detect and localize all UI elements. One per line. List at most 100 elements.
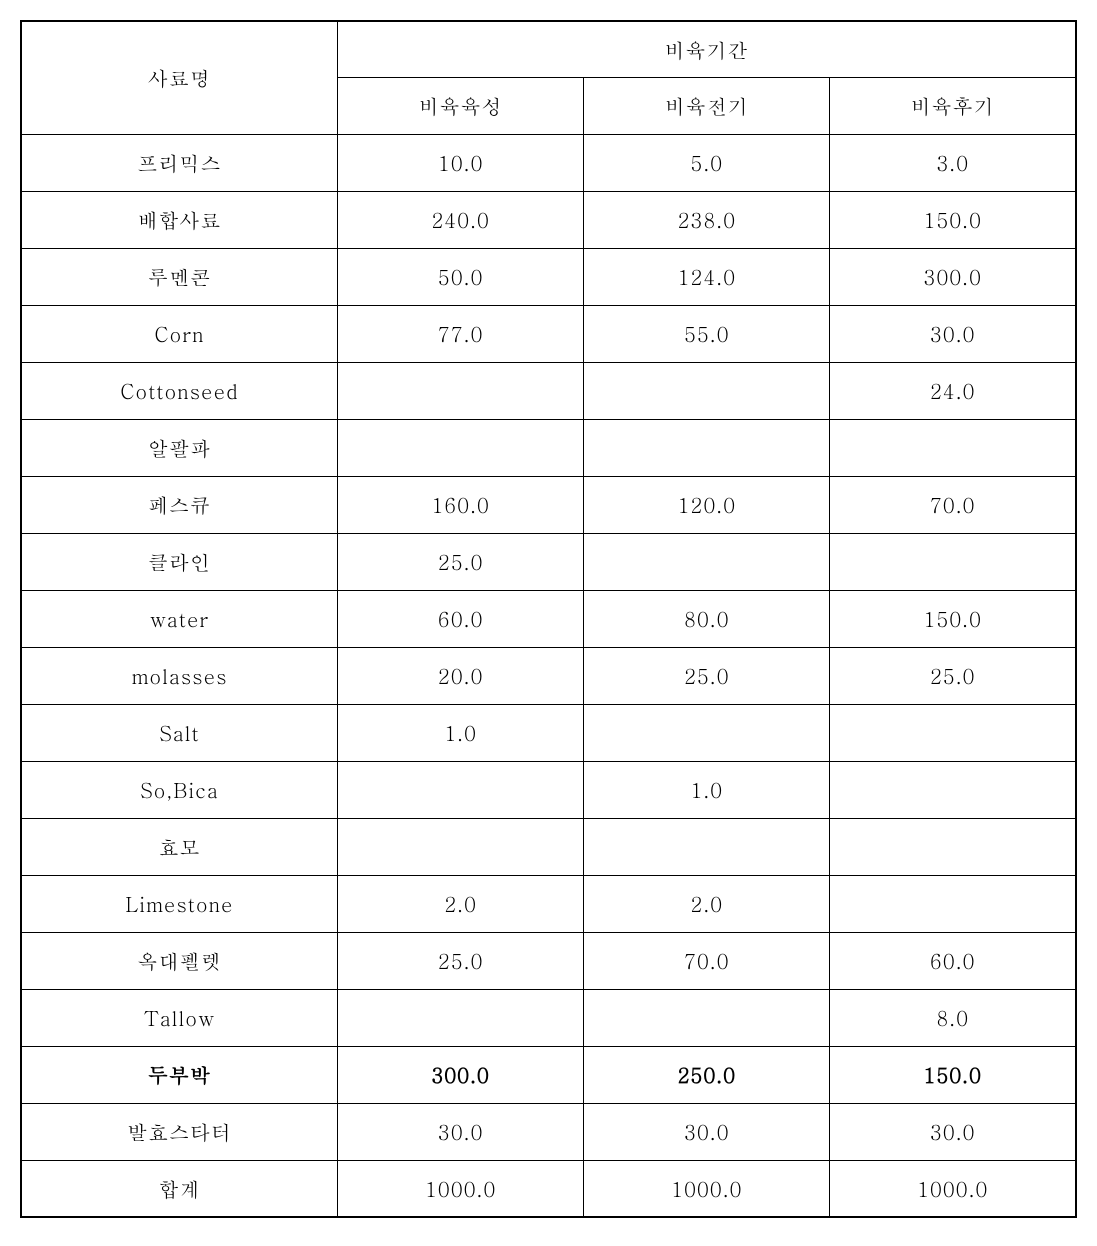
- row-value-cell: 25.0: [830, 647, 1076, 704]
- header-name-column: 사료명: [21, 21, 338, 134]
- row-value-cell: [830, 704, 1076, 761]
- table-row: 효모: [21, 818, 1076, 875]
- row-name-cell: 페스큐: [21, 476, 338, 533]
- header-period-col-0: 비육육성: [338, 77, 584, 134]
- row-name-cell: 알팔파: [21, 419, 338, 476]
- row-name-cell: 루멘콘: [21, 248, 338, 305]
- row-value-cell: 1000.0: [830, 1160, 1076, 1217]
- row-value-cell: 55.0: [584, 305, 830, 362]
- row-value-cell: 10.0: [338, 134, 584, 191]
- row-name-cell: 옥대펠렛: [21, 932, 338, 989]
- row-value-cell: 240.0: [338, 191, 584, 248]
- row-value-cell: 30.0: [830, 1103, 1076, 1160]
- row-value-cell: [830, 419, 1076, 476]
- table-row: molasses20.025.025.0: [21, 647, 1076, 704]
- table-body: 프리믹스10.05.03.0배합사료240.0238.0150.0루멘콘50.0…: [21, 134, 1076, 1217]
- row-value-cell: [830, 761, 1076, 818]
- row-value-cell: 20.0: [338, 647, 584, 704]
- table-row: 발효스타터30.030.030.0: [21, 1103, 1076, 1160]
- row-name-cell: 프리믹스: [21, 134, 338, 191]
- row-value-cell: 2.0: [338, 875, 584, 932]
- table-row: 루멘콘50.0124.0300.0: [21, 248, 1076, 305]
- header-period-col-1: 비육전기: [584, 77, 830, 134]
- row-name-cell: 발효스타터: [21, 1103, 338, 1160]
- row-value-cell: 77.0: [338, 305, 584, 362]
- header-row-1: 사료명 비육기간: [21, 21, 1076, 77]
- row-value-cell: 70.0: [584, 932, 830, 989]
- row-value-cell: 150.0: [830, 191, 1076, 248]
- row-value-cell: 2.0: [584, 875, 830, 932]
- row-value-cell: [584, 989, 830, 1046]
- row-value-cell: [584, 704, 830, 761]
- row-value-cell: 300.0: [338, 1046, 584, 1103]
- row-value-cell: [338, 761, 584, 818]
- row-value-cell: 25.0: [584, 647, 830, 704]
- row-name-cell: 두부박: [21, 1046, 338, 1103]
- feed-composition-table: 사료명 비육기간 비육육성 비육전기 비육후기 프리믹스10.05.03.0배합…: [20, 20, 1077, 1218]
- row-name-cell: Limestone: [21, 875, 338, 932]
- row-value-cell: [830, 533, 1076, 590]
- table-row: 알팔파: [21, 419, 1076, 476]
- row-value-cell: [584, 818, 830, 875]
- row-value-cell: 160.0: [338, 476, 584, 533]
- table-row: Cottonseed 24.0: [21, 362, 1076, 419]
- row-value-cell: [584, 419, 830, 476]
- row-name-cell: 효모: [21, 818, 338, 875]
- row-value-cell: 30.0: [338, 1103, 584, 1160]
- row-value-cell: 24.0: [830, 362, 1076, 419]
- row-value-cell: 1000.0: [584, 1160, 830, 1217]
- row-value-cell: [830, 875, 1076, 932]
- row-value-cell: 1000.0: [338, 1160, 584, 1217]
- feed-table-container: 사료명 비육기간 비육육성 비육전기 비육후기 프리믹스10.05.03.0배합…: [20, 20, 1077, 1218]
- table-header: 사료명 비육기간 비육육성 비육전기 비육후기: [21, 21, 1076, 134]
- row-value-cell: 60.0: [338, 590, 584, 647]
- row-value-cell: 5.0: [584, 134, 830, 191]
- row-name-cell: 배합사료: [21, 191, 338, 248]
- row-value-cell: 30.0: [584, 1103, 830, 1160]
- row-name-cell: Corn: [21, 305, 338, 362]
- table-row: 프리믹스10.05.03.0: [21, 134, 1076, 191]
- row-value-cell: 300.0: [830, 248, 1076, 305]
- table-row: Salt1.0: [21, 704, 1076, 761]
- row-name-cell: Salt: [21, 704, 338, 761]
- row-name-cell: Tallow: [21, 989, 338, 1046]
- row-value-cell: 150.0: [830, 1046, 1076, 1103]
- row-value-cell: 120.0: [584, 476, 830, 533]
- row-value-cell: [338, 989, 584, 1046]
- table-row: Tallow 8.0: [21, 989, 1076, 1046]
- row-value-cell: 238.0: [584, 191, 830, 248]
- header-period-group: 비육기간: [338, 21, 1076, 77]
- row-value-cell: 8.0: [830, 989, 1076, 1046]
- row-value-cell: 60.0: [830, 932, 1076, 989]
- table-row: Corn77.055.030.0: [21, 305, 1076, 362]
- row-value-cell: 250.0: [584, 1046, 830, 1103]
- row-name-cell: Cottonseed: [21, 362, 338, 419]
- row-value-cell: 3.0: [830, 134, 1076, 191]
- table-row: So,Bica1.0: [21, 761, 1076, 818]
- row-name-cell: 합계: [21, 1160, 338, 1217]
- row-value-cell: [338, 818, 584, 875]
- row-value-cell: 124.0: [584, 248, 830, 305]
- table-row: Limestone2.02.0: [21, 875, 1076, 932]
- row-value-cell: [338, 362, 584, 419]
- row-value-cell: 30.0: [830, 305, 1076, 362]
- row-value-cell: 25.0: [338, 932, 584, 989]
- table-row: 두부박300.0250.0150.0: [21, 1046, 1076, 1103]
- row-value-cell: 25.0: [338, 533, 584, 590]
- row-name-cell: 클라인: [21, 533, 338, 590]
- row-value-cell: 1.0: [584, 761, 830, 818]
- table-row: water60.080.0150.0: [21, 590, 1076, 647]
- row-name-cell: water: [21, 590, 338, 647]
- row-value-cell: [830, 818, 1076, 875]
- table-row: 클라인25.0: [21, 533, 1076, 590]
- table-row: 배합사료240.0238.0150.0: [21, 191, 1076, 248]
- row-value-cell: [338, 419, 584, 476]
- row-value-cell: 80.0: [584, 590, 830, 647]
- header-period-col-2: 비육후기: [830, 77, 1076, 134]
- row-name-cell: molasses: [21, 647, 338, 704]
- table-row: 페스큐160.0120.070.0: [21, 476, 1076, 533]
- table-row: 옥대펠렛25.070.060.0: [21, 932, 1076, 989]
- row-value-cell: [584, 362, 830, 419]
- row-value-cell: 1.0: [338, 704, 584, 761]
- row-value-cell: 50.0: [338, 248, 584, 305]
